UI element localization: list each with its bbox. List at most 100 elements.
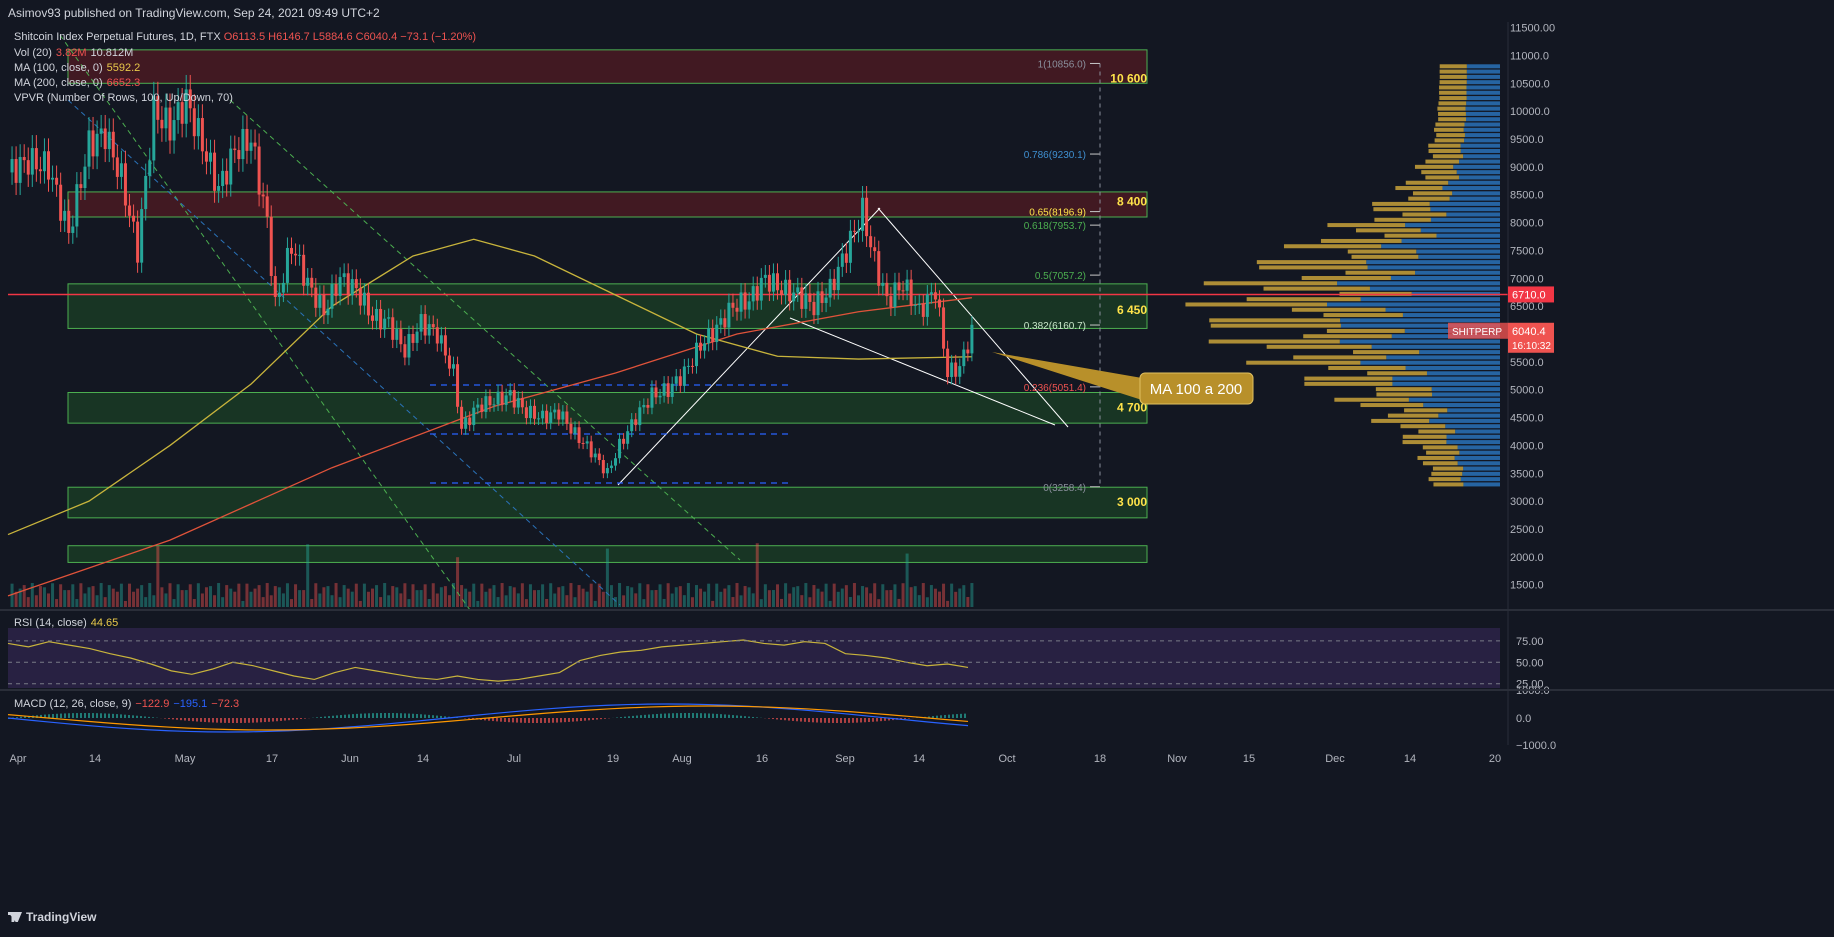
vpvr-up-bar [1430,217,1500,222]
volume-bar [695,585,698,607]
vpvr-down-bar [1437,106,1466,111]
vpvr-up-bar [1426,371,1500,376]
macd-hist-bar [56,713,58,718]
candle-body [638,407,642,426]
volume-bar [885,590,889,607]
time-tick-label: Jul [507,753,521,765]
volume-bar [699,588,703,607]
candle-body [727,302,731,328]
vpvr-up-bar [1339,339,1500,344]
volume-bar [589,583,593,607]
macd-hist-bar [60,713,62,718]
vpvr-up-bar [1340,323,1500,328]
macd-hist-bar [876,718,878,722]
candle-body [184,89,188,124]
macd-hist-bar [676,713,678,718]
vpvr-down-bar [1434,127,1464,132]
vpvr-down-bar [1372,201,1430,206]
candle-body [375,308,379,321]
price-tick-label: 6500.0 [1510,301,1544,313]
candle-body [136,221,140,263]
vpvr-up-bar [1438,413,1500,418]
macd-hist-bar [884,718,886,721]
fib-level-label: 0.5(7057.2) [1035,271,1086,282]
candle-body [79,184,83,188]
volume-bar [925,597,929,607]
volume-bar [443,586,447,607]
vol-legend[interactable]: Vol (20) 3.82M 10.812M [14,47,133,59]
ma100-legend[interactable]: MA (100, close, 0) 5592.2 [14,62,140,74]
candle-body [427,324,431,336]
candle-body [107,131,111,150]
volume-bar [913,586,917,607]
zone-price-label: 4 700 [1117,400,1147,414]
candle-body [180,102,184,124]
candle-body [468,417,472,426]
candle-body [419,314,423,332]
candle-body [913,304,917,306]
macd-hist-bar [784,718,786,721]
vpvr-down-bar [1304,376,1393,381]
macd-hist-bar [16,717,18,718]
volume-bar [917,595,921,607]
macd-hist-bar [496,718,498,722]
vpvr-down-bar [1438,111,1466,116]
volume-bar [237,583,241,607]
candle-body [707,328,711,344]
volume-bar [310,599,314,607]
volume-bar [561,586,565,607]
symbol-legend[interactable]: Shitcoin Index Perpetual Futures, 1D, FT… [14,31,476,43]
vpvr-down-bar [1439,85,1467,90]
macd-legend[interactable]: MACD (12, 26, close, 9) −122.9 −195.1 −72.3 [14,698,239,710]
volume-bar [148,583,152,607]
volume-bar [447,595,451,607]
ma200-legend[interactable]: MA (200, close, 0) 6652.3 [14,77,140,89]
macd-hist-bar [164,718,166,719]
fib-level-label: 0.786(9230.1) [1024,150,1086,161]
vpvr-up-bar [1448,180,1500,185]
tradingview-brand[interactable]: TradingView [8,910,96,924]
vpvr-down-bar [1402,212,1447,217]
macd-hist-bar [564,718,566,723]
vpvr-up-bar [1463,154,1500,159]
volume-bar [840,588,844,607]
candle-body [156,96,160,120]
macd-hist-bar [600,718,602,720]
candle-body [103,128,107,150]
vpvr-down-bar [1422,445,1458,450]
candle-body [743,292,747,310]
trendline [67,99,621,606]
macd-hist-bar [856,718,858,723]
volume-bar [265,583,269,607]
vpvr-up-bar [1401,238,1500,243]
price-tick-label: 4500.0 [1510,413,1544,425]
price-tick-label: 10000.0 [1510,106,1550,118]
candle-body [650,387,654,408]
macd-hist-bar [196,718,198,722]
macd-hist-bar [420,714,422,718]
candle-body [946,348,950,378]
candle-body [111,131,115,158]
candle-body [229,148,233,185]
vpvr-up-bar [1460,148,1500,153]
macd-hist-bar [836,718,838,723]
candle-body [119,163,123,177]
volume-bar [614,597,617,607]
candle-body [431,324,435,328]
candle-body [500,391,504,405]
vpvr-up-bar [1416,249,1500,254]
macd-hist-bar [20,716,22,718]
volume-bar [844,585,848,607]
volume-bar [549,583,553,607]
rsi-legend[interactable]: RSI (14, close) 44.65 [14,617,118,629]
vpvr-up-bar [1367,265,1500,270]
vpvr-legend[interactable]: VPVR (Number Of Rows, 100, Up/Down, 70) [14,92,233,104]
candle-body [10,159,14,173]
macd-hist-bar [288,718,290,721]
rsi-line [7,639,969,682]
macd-hist-bar [224,718,226,723]
macd-hist-bar [120,714,122,718]
vpvr-up-bar [1431,387,1500,392]
volume-bar [439,587,443,607]
vpvr-up-bar [1386,355,1500,360]
